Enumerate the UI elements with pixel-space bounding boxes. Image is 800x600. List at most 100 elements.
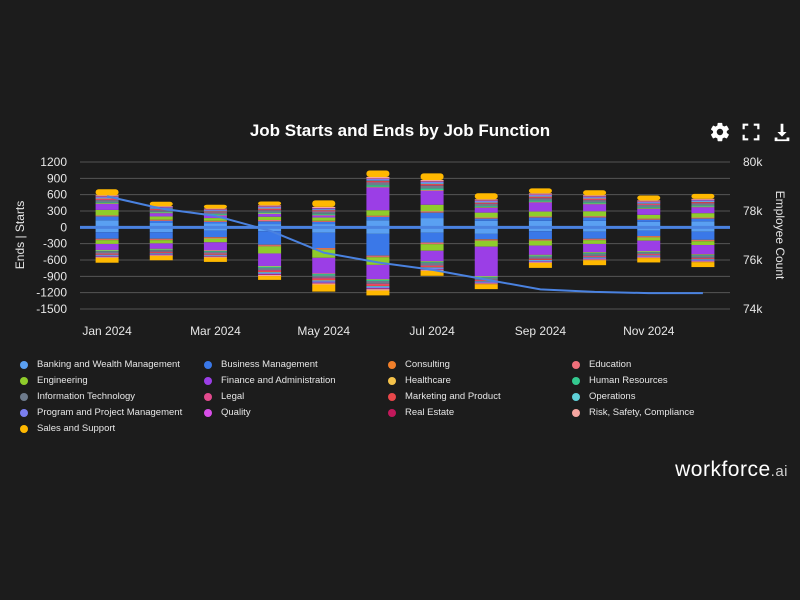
bar-segment-start (312, 214, 336, 216)
bar-segment-start (203, 220, 227, 222)
bar-segment-start (420, 184, 444, 186)
legend-item[interactable]: Consulting (388, 358, 572, 371)
bar-segment-start (258, 219, 282, 222)
legend-item[interactable]: Healthcare (388, 374, 572, 387)
legend-label: Human Resources (589, 375, 668, 386)
bar-segment-start (366, 186, 390, 188)
legend-item[interactable]: Real Estate (388, 406, 572, 419)
bar-segment-end (203, 242, 227, 251)
chart-toolbar (709, 121, 793, 143)
bar-segment-end (691, 258, 715, 260)
bar-segment-start (637, 204, 661, 206)
bar-segment-end (258, 273, 282, 275)
bar-segment-end (474, 240, 498, 247)
legend-item[interactable]: Finance and Administration (204, 374, 388, 387)
y-tick-label: -900 (43, 269, 67, 283)
y-tick-label: -300 (43, 237, 67, 251)
bar-segment-end (312, 284, 336, 292)
bar-segment-start (203, 221, 227, 224)
bar-segment-end (637, 251, 661, 252)
bar-segment-end (203, 256, 227, 258)
bar-segment-end (95, 243, 119, 250)
bar-segment-start (203, 212, 227, 214)
legend-item[interactable]: Legal (204, 390, 388, 403)
bar-segment-end (637, 236, 661, 238)
y2-tick-label: 80k (743, 155, 763, 169)
bar-segment-end (583, 243, 607, 253)
bar-segment-start (312, 221, 336, 225)
bar-segment-start (312, 215, 336, 218)
bar-segment-end (420, 250, 444, 262)
legend-item[interactable]: Marketing and Product (388, 390, 572, 403)
bar-segment-start (203, 223, 227, 228)
bar-segment-start (528, 220, 552, 228)
gear-icon[interactable] (709, 121, 731, 143)
legend-swatch (388, 376, 396, 385)
bar-segment-end (637, 255, 661, 257)
bar-segment-end (149, 243, 173, 249)
bar-segment-start (258, 213, 282, 214)
chart-title: Job Starts and Ends by Job Function (249, 121, 551, 140)
legend-item[interactable]: Information Technology (20, 390, 204, 403)
bar-segment-start (366, 181, 390, 183)
y-axis-label: Ends | Starts (13, 201, 27, 269)
bar-segment-start (528, 193, 552, 195)
bar-segment-end (637, 255, 661, 256)
bar-segment-start (583, 199, 607, 201)
legend-item[interactable]: Program and Project Management (20, 406, 204, 419)
bar-segment-end (258, 272, 282, 274)
bar-segment-end (474, 227, 498, 234)
bar-segment-end (583, 238, 607, 240)
bar-segment-start (528, 197, 552, 199)
bar-segment-start (583, 196, 607, 198)
bar-segment-end (203, 237, 227, 239)
bar-segment-end (637, 237, 661, 241)
legend-label: Education (589, 359, 632, 370)
bar-segment-start (528, 194, 552, 197)
bar-segment-start (474, 193, 498, 200)
bar-segment-end (149, 253, 173, 254)
bar-segment-start (420, 185, 444, 189)
legend-label: Legal (221, 391, 245, 402)
bar-segment-end (149, 240, 173, 244)
legend-item[interactable]: Banking and Wealth Management (20, 358, 204, 371)
bar-segment-end (474, 239, 498, 240)
legend-item[interactable]: Risk, Safety, Compliance (572, 406, 772, 419)
download-icon[interactable] (771, 121, 793, 143)
bar-segment-start (258, 216, 282, 220)
legend-item[interactable]: Quality (204, 406, 388, 419)
legend-item[interactable]: Engineering (20, 374, 204, 387)
bar-segment-start (691, 203, 715, 206)
bar-segment-end (691, 241, 715, 246)
bar-segment-end (203, 254, 227, 255)
fullscreen-icon[interactable] (740, 121, 762, 143)
bar-segment-start (312, 224, 336, 228)
legend-label: Engineering (37, 375, 88, 386)
bar-segment-end (149, 227, 173, 233)
legend-swatch (204, 392, 212, 401)
legend-item[interactable]: Business Management (204, 358, 388, 371)
bar-segment-end (637, 254, 661, 255)
bar-segment-end (149, 252, 173, 254)
bar-segment-end (258, 244, 282, 246)
bar-segment-start (149, 211, 173, 213)
bar-segment-end (149, 250, 173, 252)
bar-segment-start (203, 213, 227, 215)
bar-segment-end (203, 251, 227, 254)
bar-segment-start (149, 219, 173, 221)
bar-segment-end (420, 262, 444, 266)
legend-item[interactable]: Sales and Support (20, 422, 204, 435)
legend-item[interactable]: Operations (572, 390, 772, 403)
grid-lines (80, 161, 730, 310)
bar-segment-end (691, 254, 715, 256)
bar-segment-end (420, 261, 444, 263)
bar-segment-end (95, 251, 119, 254)
bar-segment-start (691, 200, 715, 202)
bar-segment-end (312, 248, 336, 249)
legend-item[interactable]: Education (572, 358, 772, 371)
bar-segment-end (95, 250, 119, 252)
bar-segment-end (258, 274, 282, 275)
bar-segment-start (691, 218, 715, 222)
bar-segment-start (528, 211, 552, 217)
legend-item[interactable]: Human Resources (572, 374, 772, 387)
